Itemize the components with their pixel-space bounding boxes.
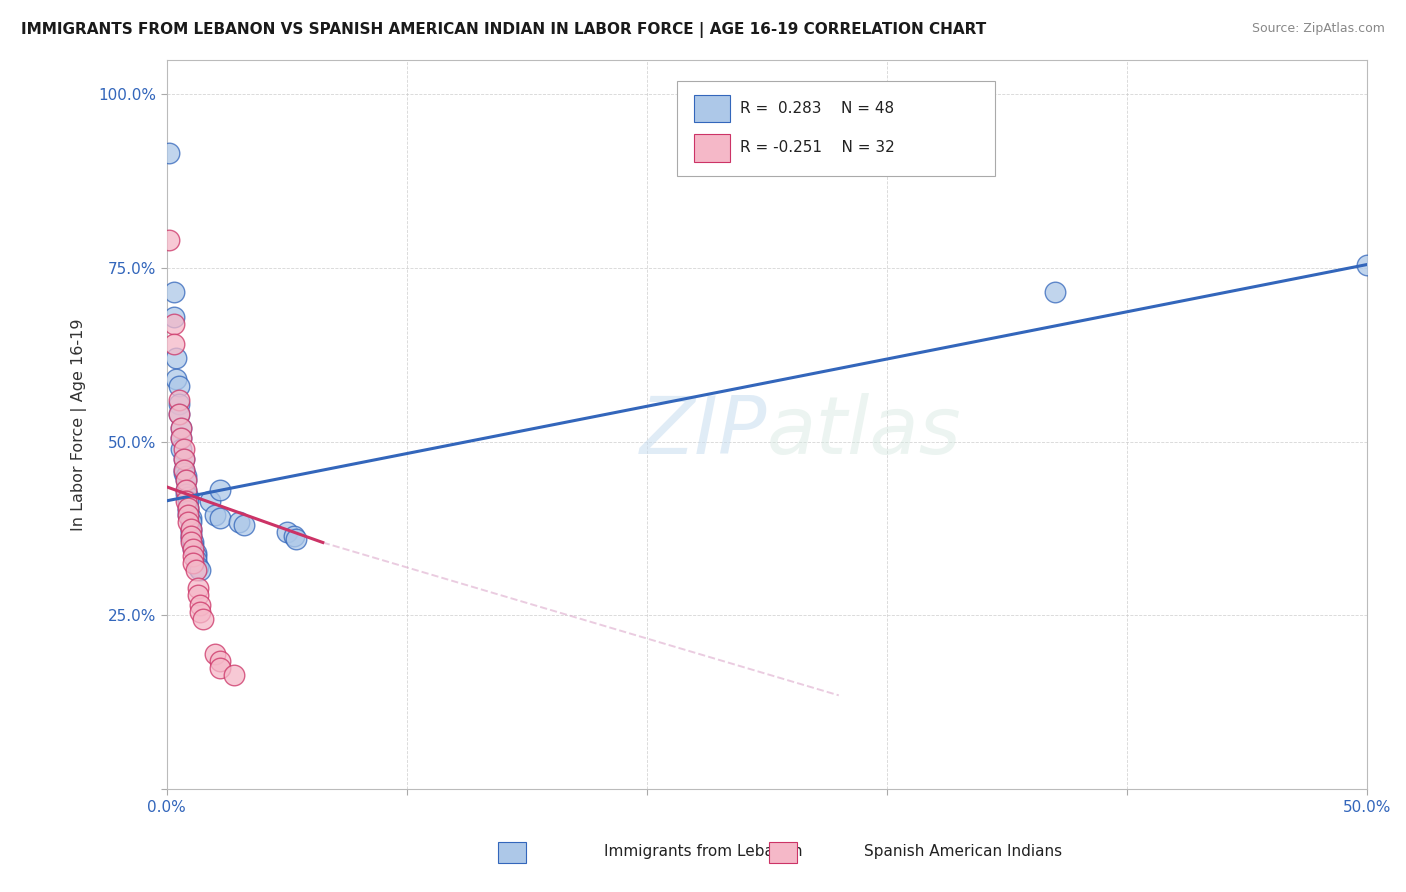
Point — [163, 337, 186, 351]
Point — [208, 511, 231, 525]
Point — [184, 553, 207, 567]
Point — [1355, 258, 1378, 272]
Point — [177, 500, 200, 515]
Point — [177, 493, 200, 508]
Point — [170, 421, 193, 435]
Point — [167, 407, 190, 421]
Point — [174, 469, 197, 483]
Point — [170, 442, 193, 456]
Point — [165, 372, 187, 386]
Point — [167, 396, 190, 410]
Point — [180, 522, 202, 536]
Point — [191, 612, 214, 626]
Point — [190, 598, 212, 612]
Text: R = -0.251    N = 32: R = -0.251 N = 32 — [741, 140, 896, 155]
Point — [177, 508, 200, 522]
Point — [174, 483, 197, 498]
Point — [177, 504, 200, 518]
Point — [177, 491, 200, 505]
Point — [184, 546, 207, 560]
Text: Source: ZipAtlas.com: Source: ZipAtlas.com — [1251, 22, 1385, 36]
Point — [198, 493, 221, 508]
Point — [181, 557, 204, 571]
Point — [163, 317, 186, 331]
Text: ZIP: ZIP — [640, 392, 766, 471]
Point — [170, 431, 193, 445]
Point — [173, 452, 195, 467]
Point — [181, 539, 204, 553]
Point — [177, 515, 200, 529]
Point — [208, 654, 231, 668]
Point — [1043, 285, 1066, 300]
Point — [222, 667, 245, 681]
Point — [167, 379, 190, 393]
Point — [174, 473, 197, 487]
FancyBboxPatch shape — [676, 81, 995, 177]
Point — [228, 515, 250, 529]
Text: Spanish American Indians: Spanish American Indians — [865, 845, 1062, 859]
Point — [165, 351, 187, 366]
FancyBboxPatch shape — [693, 134, 730, 161]
Point — [204, 647, 226, 661]
Point — [173, 462, 195, 476]
Point — [232, 518, 254, 533]
Point — [177, 508, 200, 522]
Point — [204, 508, 226, 522]
Point — [174, 473, 197, 487]
FancyBboxPatch shape — [693, 95, 730, 122]
Point — [180, 515, 202, 529]
Point — [208, 483, 231, 498]
Y-axis label: In Labor Force | Age 16-19: In Labor Force | Age 16-19 — [72, 318, 87, 531]
Point — [173, 462, 195, 476]
Point — [177, 500, 200, 515]
Text: atlas: atlas — [766, 392, 962, 471]
Point — [180, 524, 202, 539]
Point — [285, 532, 308, 546]
Point — [163, 285, 186, 300]
Point — [173, 466, 195, 480]
Point — [276, 524, 298, 539]
Text: Immigrants from Lebanon: Immigrants from Lebanon — [603, 845, 803, 859]
Point — [180, 522, 202, 536]
Point — [167, 407, 190, 421]
Point — [187, 559, 209, 574]
Point — [167, 392, 190, 407]
Text: IMMIGRANTS FROM LEBANON VS SPANISH AMERICAN INDIAN IN LABOR FORCE | AGE 16-19 CO: IMMIGRANTS FROM LEBANON VS SPANISH AMERI… — [21, 22, 987, 38]
Point — [157, 146, 180, 161]
Point — [184, 549, 207, 564]
Point — [163, 310, 186, 324]
Point — [181, 542, 204, 557]
Point — [174, 487, 197, 501]
Point — [190, 605, 212, 619]
Point — [180, 511, 202, 525]
Point — [180, 535, 202, 549]
Point — [181, 535, 204, 549]
Point — [190, 563, 212, 577]
Point — [187, 581, 209, 595]
Point — [180, 532, 202, 546]
Point — [170, 431, 193, 445]
Point — [184, 563, 207, 577]
Point — [208, 660, 231, 674]
Text: R =  0.283    N = 48: R = 0.283 N = 48 — [741, 101, 894, 116]
Point — [157, 233, 180, 247]
Point — [173, 452, 195, 467]
Point — [180, 528, 202, 542]
Point — [174, 483, 197, 498]
Point — [180, 528, 202, 542]
Point — [181, 549, 204, 564]
Point — [174, 493, 197, 508]
Point — [181, 542, 204, 557]
Point — [173, 442, 195, 456]
Point — [187, 588, 209, 602]
Point — [283, 528, 305, 542]
Point — [170, 421, 193, 435]
